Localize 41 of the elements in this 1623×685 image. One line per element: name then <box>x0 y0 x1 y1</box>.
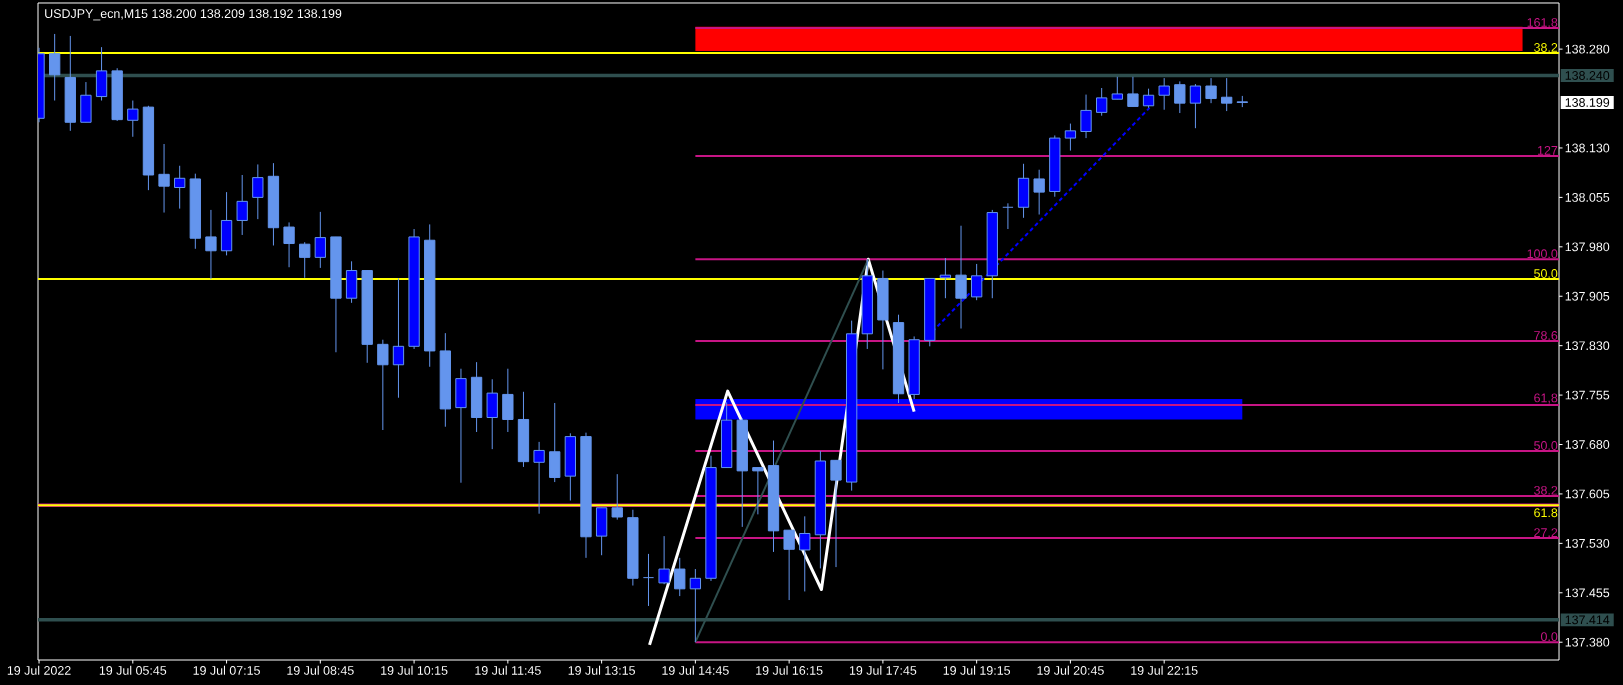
chart-title: USDJPY_ecn,M15 138.200 138.209 138.192 138.199 <box>45 9 342 21</box>
y-tick-label: 137.380 <box>1565 637 1610 647</box>
y-tick-label: 137.680 <box>1565 440 1610 449</box>
series-label: 61,8 <box>1534 393 1558 404</box>
y-tick-label: 137.905 <box>1565 291 1610 301</box>
series-label: 50.0 <box>1534 269 1558 278</box>
y-tick-label: 138.130 <box>1565 143 1610 153</box>
x-tick-label: 19 Jul 22:15 <box>1131 665 1198 675</box>
y-tick-label: 138.280 <box>1565 44 1610 54</box>
y-tick-label: 137.755 <box>1565 390 1610 400</box>
ref-line-label: 138.240 <box>1565 71 1610 80</box>
x-tick-label: 19 Jul 14:45 <box>662 665 729 675</box>
x-tick-label: 19 Jul 11:45 <box>475 665 541 675</box>
x-tick-label: 19 Jul 19:15 <box>943 665 1011 675</box>
series-label: 38.2 <box>1534 43 1558 52</box>
text: 138.199 <box>1565 98 1610 107</box>
y-tick-label: 137.980 <box>1565 242 1610 252</box>
series-label: 127 <box>1537 145 1558 155</box>
x-tick-label: 19 Jul 20:45 <box>1037 665 1104 675</box>
x-tick-label: 19 Jul 2022 <box>7 665 71 675</box>
x-tick-label: 19 Jul 05:45 <box>99 665 167 675</box>
series-label: 50.0 <box>1534 441 1558 450</box>
series-label: 78.6 <box>1534 331 1558 340</box>
series-label: 27.2 <box>1534 528 1558 537</box>
x-tick-label: 19 Jul 10:15 <box>381 665 448 675</box>
x-tick-label: 19 Jul 16:15 <box>756 665 823 675</box>
x-tick-label: 19 Jul 07:15 <box>193 665 260 675</box>
series-label: 61.8 <box>1534 508 1558 518</box>
ref-line-label: 137.414 <box>1565 615 1610 625</box>
x-tick-label: 19 Jul 13:15 <box>568 665 635 675</box>
series-label: 0.0 <box>1540 632 1558 642</box>
series-label: 38.2 <box>1534 485 1558 495</box>
series-label: 161.8 <box>1527 18 1558 27</box>
y-tick-label: 137.830 <box>1565 341 1610 351</box>
y-tick-label: 137.530 <box>1565 538 1610 548</box>
y-tick-label: 138.055 <box>1565 192 1610 202</box>
y-tick-label: 137.605 <box>1565 489 1610 499</box>
series-label: 100.0 <box>1527 249 1558 259</box>
x-tick-label: 19 Jul 08:45 <box>287 665 354 675</box>
x-tick-label: 19 Jul 17:45 <box>849 665 917 675</box>
y-tick-label: 137.455 <box>1565 588 1610 598</box>
